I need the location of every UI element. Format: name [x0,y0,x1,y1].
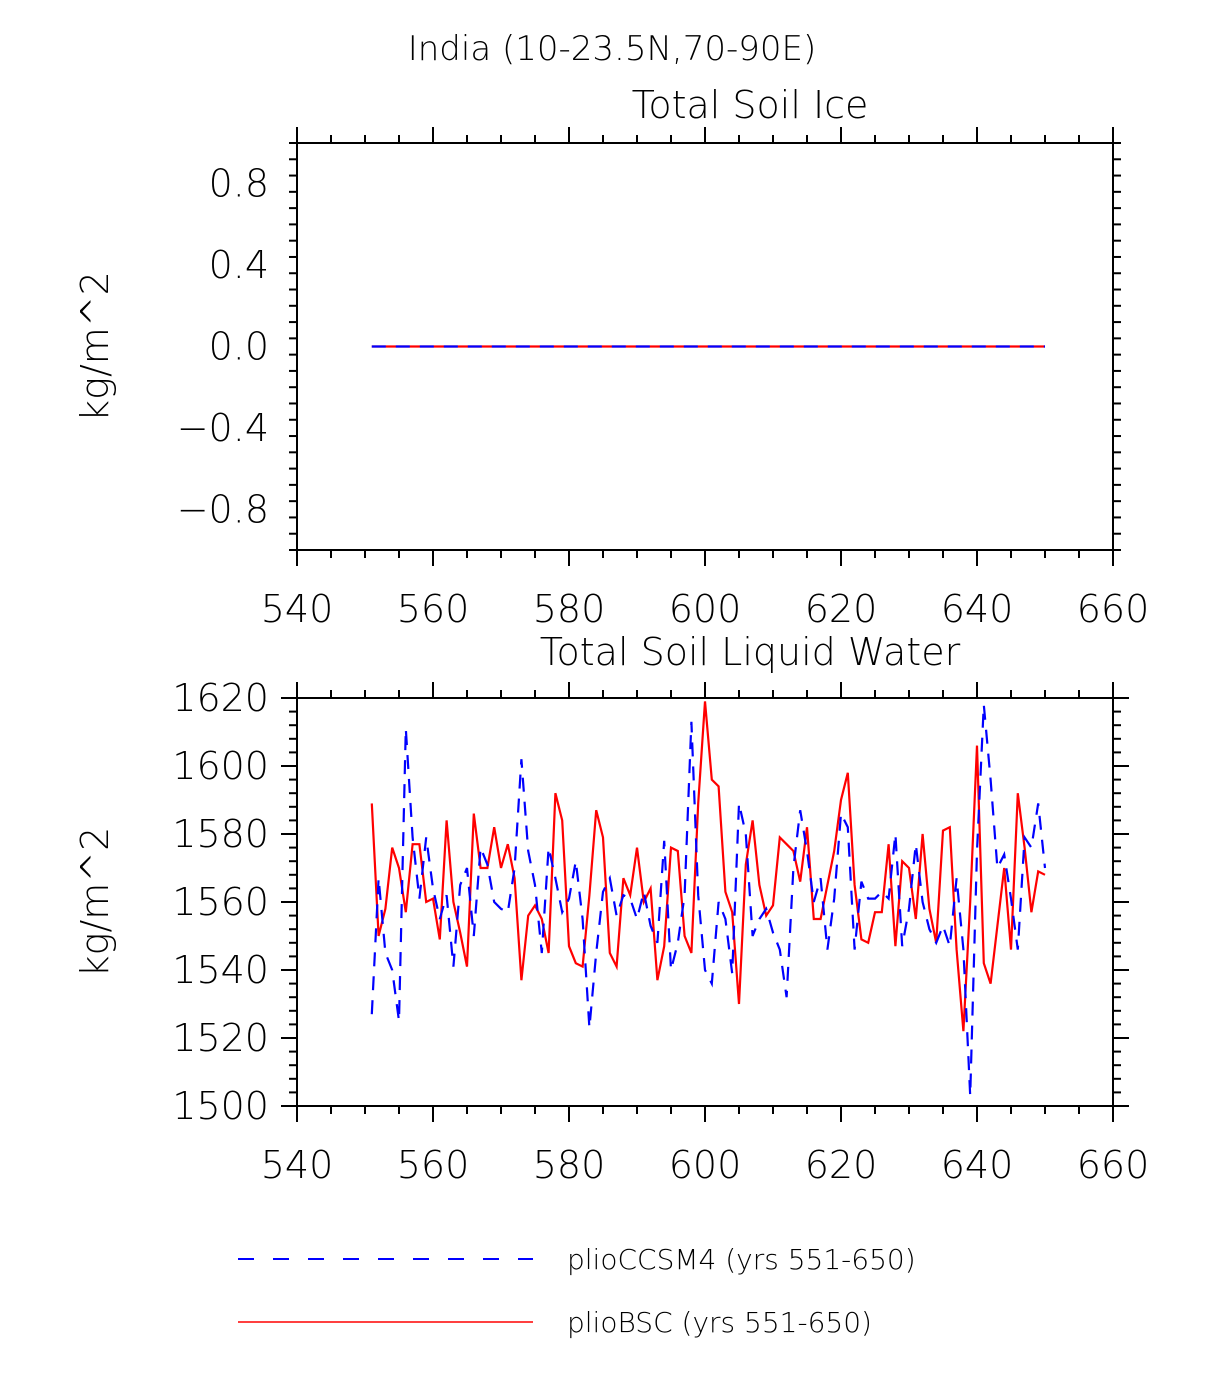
y-tick-label: 1580 [172,812,269,856]
y-tick-label: 1500 [172,1084,269,1128]
series-pliocesm4-line [370,704,1047,1096]
legend: plioCCSM4 (yrs 551-650) plioBSC (yrs 551-… [238,1243,916,1339]
figure-title: India (10-23.5N,70-90E) [408,29,817,69]
x-tick-label: 620 [805,1143,878,1187]
x-tick-label: 540 [261,1143,334,1187]
panel-title: Total Soil Ice [632,83,869,127]
plot-frame [296,697,1114,1107]
panel-total-soil-liquid-water: Total Soil Liquid Water kg/m^2 540 560 580 60… [73,630,1149,1187]
x-tick-label: 640 [941,1143,1014,1187]
x-tick-label: 540 [261,587,334,631]
x-tick-label: 640 [941,587,1014,631]
x-tick-label: 580 [533,1143,606,1187]
x-tick-label: 580 [533,587,606,631]
x-tick-label: 560 [397,1143,470,1187]
y-tick-label: 1620 [172,676,269,720]
y-axis-title: kg/m^2 [73,827,117,978]
y-tick-label: 1600 [172,744,269,788]
y-axis-title: kg/m^2 [73,271,117,422]
y-tick-label: 0.0 [209,325,269,369]
x-tick-label: 620 [805,587,878,631]
legend-label: plioBSC (yrs 551-650) [567,1306,872,1339]
y-tick-label: −0.4 [177,406,269,450]
y-tick-label: 1540 [172,948,269,992]
x-tick-label: 660 [1077,1143,1150,1187]
y-tick-label: −0.8 [177,487,269,531]
y-tick-label: 1520 [172,1016,269,1060]
x-tick-label: 560 [397,587,470,631]
y-tick-label: 0.4 [209,243,269,287]
x-tick-label: 600 [669,1143,742,1187]
series-pliobsc-line [370,701,1046,1032]
y-tick-label: 0.8 [209,162,269,206]
panel-total-soil-ice: Total Soil Ice kg/m^2 540 560 580 600 620 640 66… [73,83,1149,631]
legend-label: plioCCSM4 (yrs 551-650) [567,1243,916,1276]
panel-title: Total Soil Liquid Water [540,630,961,674]
x-tick-label: 600 [669,587,742,631]
x-tick-label: 660 [1077,587,1150,631]
y-tick-label: 1560 [172,880,269,924]
